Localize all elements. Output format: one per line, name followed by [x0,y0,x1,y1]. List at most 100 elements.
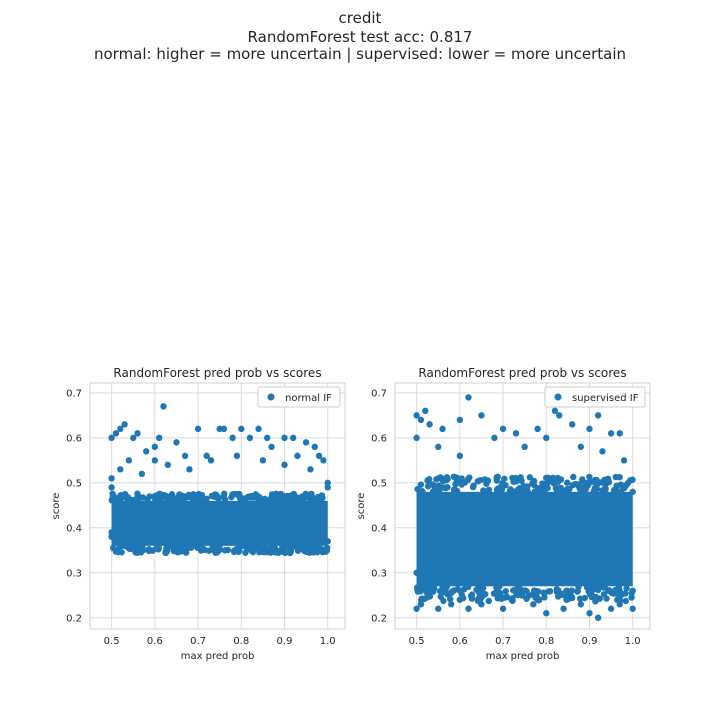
scatter-panel-1: 0.5 0.6 0.7 0.8 0.9 1.0 0.2 0.3 0.4 0.5 0.6 0.7 Rand… [51,366,346,662]
data-point [426,421,433,428]
data-point [112,548,120,555]
data-point [439,425,446,433]
data-point [134,430,141,437]
data-point [534,485,542,492]
y-tick-label: 0.5 [66,478,82,489]
data-point [182,549,190,556]
data-point [447,595,454,603]
data-point [417,416,425,424]
x-tick-label: 0.8 [233,636,249,647]
data-point [521,587,529,594]
legend-box [257,386,341,408]
x-tick-label: 0.5 [409,636,425,647]
data-point [568,587,576,594]
data-point [324,479,331,487]
data-point [577,487,585,495]
data-point [413,605,420,612]
data-point [465,605,472,612]
y-tick-label: 0.7 [66,388,82,399]
data-point [586,610,593,617]
data-point [139,494,147,501]
data-point [413,569,420,576]
data-point [594,614,602,621]
data-point [267,546,275,553]
data-point [444,483,451,491]
data-point [557,476,565,483]
data-point [458,475,465,482]
data-point [259,542,267,550]
data-point [417,588,424,595]
data-point [541,594,548,601]
data-point [315,543,322,550]
data-point [413,434,420,442]
data-point [151,443,159,451]
data-point [614,586,621,593]
data-point [426,592,433,599]
data-point [216,542,223,550]
data-point [495,485,502,492]
x-tick-label: 1.0 [320,636,336,647]
data-point [324,484,331,491]
data-point [306,495,313,503]
data-point [108,497,115,504]
data-point [118,549,125,556]
scatter-panel-2: 0.5 0.6 0.7 0.8 0.9 1.0 0.2 0.3 0.4 0.5 0.6 0.7 Rand… [356,366,651,662]
data-point [534,588,542,595]
data-point [259,457,267,464]
data-point [564,592,572,599]
data-point [247,492,255,500]
data-point [318,493,326,500]
data-point [132,496,139,503]
data-point [311,443,318,451]
data-point [456,452,464,460]
data-point [315,452,323,460]
data-point [473,586,480,593]
data-point [586,473,593,481]
data-point [281,496,289,503]
data-point [124,493,132,501]
x-tick-label: 0.6 [147,636,163,647]
data-point [211,547,219,554]
data-point [607,605,615,612]
x-tick-label: 1.0 [625,636,641,647]
data-point [413,412,420,419]
data-point [444,475,451,483]
data-point [607,430,615,437]
data-point [593,481,601,489]
data-point [155,434,163,442]
data-point [238,425,245,433]
data-point [557,484,564,492]
data-point [556,412,563,419]
data-point [417,481,425,488]
data-point [435,443,442,451]
data-point [436,486,443,493]
data-point [172,546,180,553]
data-point [453,478,460,485]
data-point [506,488,514,495]
data-point [552,484,560,492]
data-point [612,473,619,481]
data-point [429,488,437,495]
x-tick-label: 0.8 [538,636,554,647]
data-point [599,448,606,455]
data-point [249,548,257,556]
y-tick-label: 0.2 [371,613,387,624]
data-point [530,477,538,485]
data-point [551,407,559,415]
data-point [543,610,550,617]
panel-title: RandomForest pred prob vs scores [418,366,626,380]
data-point [130,434,137,442]
data-point [564,479,571,486]
data-point [283,543,291,550]
legend-label: supervised IF [572,393,639,404]
data-point [449,588,456,595]
data-point [514,591,521,599]
figure-title-line-3: normal: higher = more uncertain | superv… [93,45,626,63]
data-point [255,425,262,433]
data-point [512,478,520,485]
y-tick-label: 0.7 [371,388,387,399]
data-point [499,605,507,612]
data-point [623,585,630,592]
data-point [205,547,213,554]
plot-frame [89,382,346,630]
